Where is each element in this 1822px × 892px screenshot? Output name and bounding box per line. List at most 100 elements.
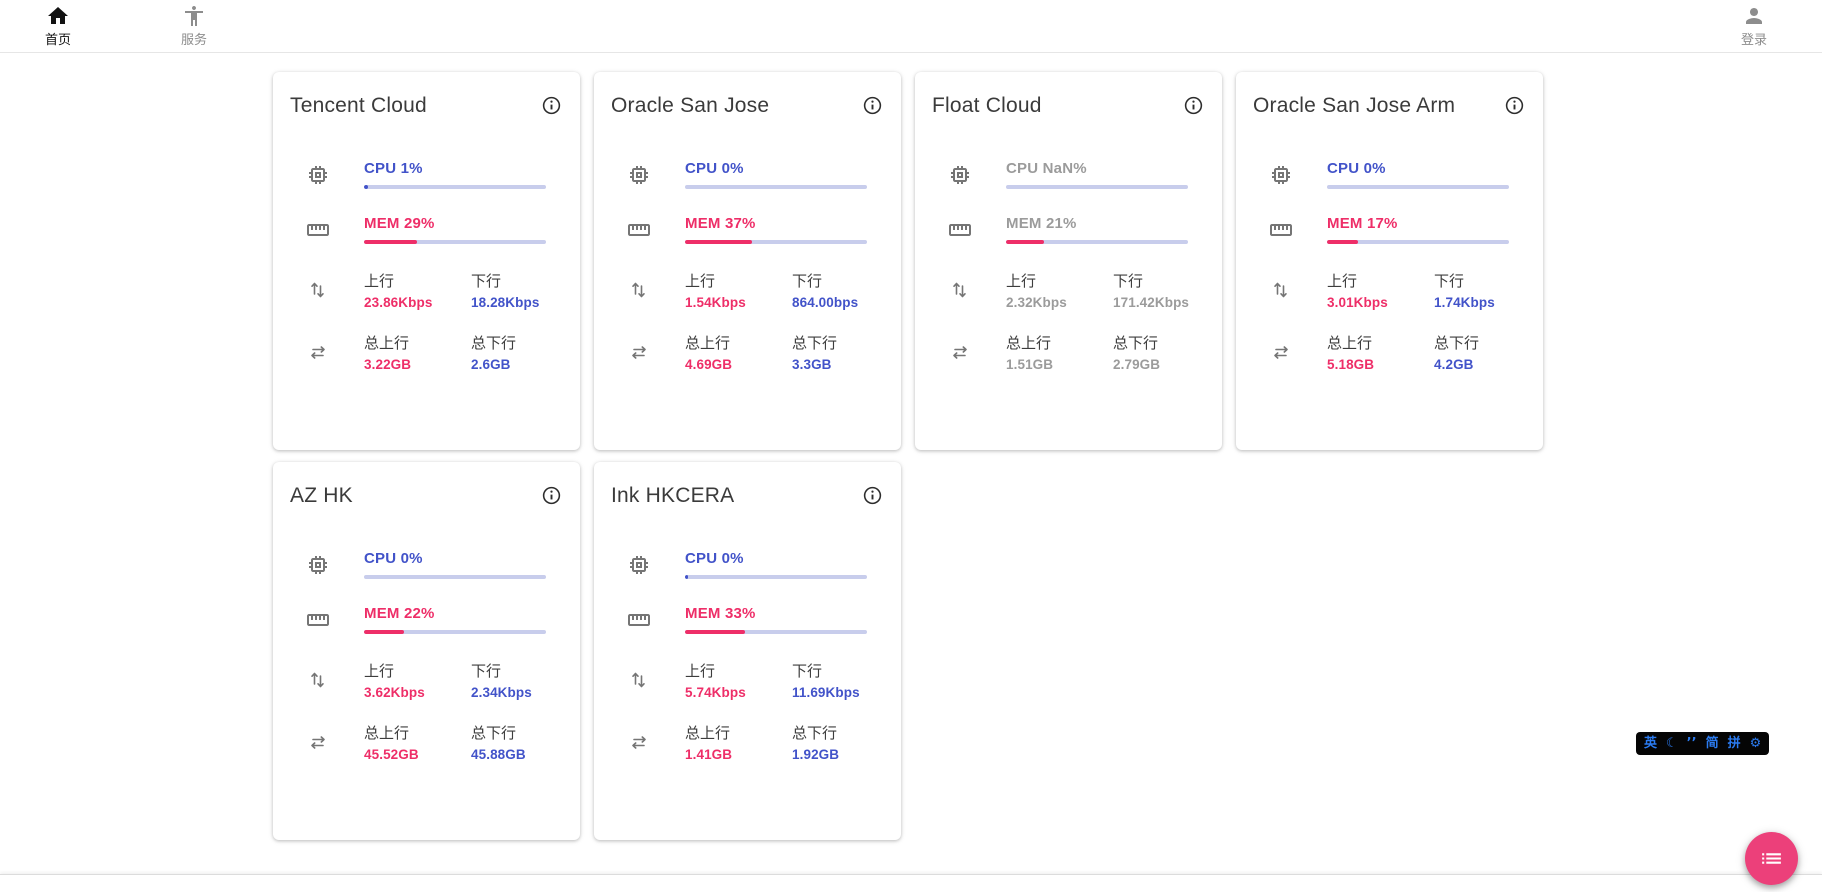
mem-row: MEM 17% — [1236, 215, 1543, 244]
mem-progress-fill — [364, 240, 417, 244]
total-download-value: 2.79GB — [1113, 357, 1161, 372]
nav-item-services[interactable]: 服务 — [162, 4, 226, 48]
total-upload-label: 总上行 — [1327, 335, 1373, 352]
info-icon[interactable] — [541, 485, 562, 506]
server-name: AZ HK — [290, 484, 353, 507]
server-card: Float Cloud CPU NaN% — [915, 72, 1222, 450]
download-speed-value: 171.42Kbps — [1113, 295, 1190, 310]
swap-vertical-arrows-icon — [627, 668, 651, 692]
swap-horizontal-arrows-icon — [306, 340, 330, 364]
download-speed-block: 下行 18.28Kbps — [471, 270, 560, 310]
nav-item-login[interactable]: 登录 — [1722, 4, 1786, 48]
total-upload-value: 1.41GB — [685, 747, 733, 762]
download-label: 下行 — [471, 663, 502, 680]
swap-horizontal-arrows-icon — [627, 730, 651, 754]
upload-speed-value: 3.62Kbps — [364, 685, 425, 700]
upload-speed-block: 上行 2.32Kbps — [1006, 270, 1113, 310]
swap-vertical-arrows-icon — [1269, 278, 1293, 302]
network-speed-row: 上行 23.86Kbps 下行 18.28Kbps — [273, 270, 580, 310]
cpu-progress-fill — [685, 575, 688, 579]
total-upload-block: 总上行 45.52GB — [364, 722, 471, 762]
network-total-row: 总上行 4.69GB 总下行 3.3GB — [594, 332, 901, 372]
network-speed-row: 上行 1.54Kbps 下行 864.00bps — [594, 270, 901, 310]
home-icon — [46, 4, 70, 28]
total-download-label: 总下行 — [792, 725, 838, 742]
mem-progress-bar — [364, 240, 546, 244]
info-icon[interactable] — [862, 485, 883, 506]
server-card-header: AZ HK — [273, 462, 580, 508]
cpu-chip-icon — [627, 163, 651, 187]
download-speed-block: 下行 2.34Kbps — [471, 660, 560, 700]
server-stats: CPU 1% MEM 29% — [273, 160, 580, 372]
upload-speed-block: 上行 5.74Kbps — [685, 660, 792, 700]
upload-speed-value: 23.86Kbps — [364, 295, 433, 310]
person-icon — [1742, 4, 1766, 28]
server-card-header: Oracle San Jose — [594, 72, 901, 118]
total-upload-block: 总上行 3.22GB — [364, 332, 471, 372]
nav-item-home[interactable]: 首页 — [26, 4, 90, 48]
info-icon[interactable] — [1504, 95, 1525, 116]
server-card: Oracle San Jose CPU 0% — [594, 72, 901, 450]
ime-pinyin[interactable]: 拼 — [1727, 736, 1741, 751]
cpu-usage-label: CPU 0% — [685, 550, 744, 567]
server-name: Ink HKCERA — [611, 484, 735, 507]
memory-ruler-icon — [306, 218, 330, 242]
server-card-header: Oracle San Jose Arm — [1236, 72, 1543, 118]
server-name: Oracle San Jose Arm — [1253, 94, 1456, 117]
ime-punctuation-icon[interactable]: ’’ — [1686, 736, 1697, 751]
download-label: 下行 — [1434, 273, 1465, 290]
cpu-row: CPU 1% — [273, 160, 580, 189]
network-total-row: 总上行 1.51GB 总下行 2.79GB — [915, 332, 1222, 372]
mem-progress-fill — [685, 240, 753, 244]
total-download-value: 3.3GB — [792, 357, 832, 372]
upload-label: 上行 — [685, 273, 716, 290]
cpu-chip-icon — [627, 553, 651, 577]
upload-speed-value: 5.74Kbps — [685, 685, 746, 700]
total-upload-block: 总上行 5.18GB — [1327, 332, 1434, 372]
cpu-row: CPU NaN% — [915, 160, 1222, 189]
ime-settings-gear-icon[interactable]: ⚙ — [1749, 736, 1762, 751]
server-stats: CPU 0% MEM 17% — [1236, 160, 1543, 372]
network-total-row: 总上行 5.18GB 总下行 4.2GB — [1236, 332, 1543, 372]
total-download-label: 总下行 — [471, 335, 517, 352]
swap-horizontal-arrows-icon — [627, 340, 651, 364]
total-download-label: 总下行 — [1434, 335, 1480, 352]
server-stats: CPU NaN% MEM 21% — [915, 160, 1222, 372]
info-icon[interactable] — [1183, 95, 1204, 116]
total-upload-value: 5.18GB — [1327, 357, 1375, 372]
mem-progress-fill — [364, 630, 405, 634]
ime-language-english[interactable]: 英 — [1644, 736, 1658, 751]
download-speed-block: 下行 864.00bps — [792, 270, 881, 310]
total-download-value: 45.88GB — [471, 747, 526, 762]
upload-speed-block: 上行 23.86Kbps — [364, 270, 471, 310]
swap-vertical-arrows-icon — [306, 278, 330, 302]
download-speed-value: 2.34Kbps — [471, 685, 532, 700]
total-download-block: 总下行 2.79GB — [1113, 332, 1202, 372]
info-icon[interactable] — [862, 95, 883, 116]
server-card: Tencent Cloud CPU 1% — [273, 72, 580, 450]
mem-progress-bar — [685, 240, 867, 244]
swap-horizontal-arrows-icon — [306, 730, 330, 754]
footer-divider — [0, 874, 1822, 892]
server-list-fab[interactable] — [1745, 832, 1798, 885]
server-stats: CPU 0% MEM 37% — [594, 160, 901, 372]
total-download-label: 总下行 — [792, 335, 838, 352]
cpu-chip-icon — [1269, 163, 1293, 187]
total-download-block: 总下行 4.2GB — [1434, 332, 1523, 372]
cpu-progress-bar — [1006, 185, 1188, 189]
upload-speed-block: 上行 3.01Kbps — [1327, 270, 1434, 310]
download-label: 下行 — [792, 273, 823, 290]
cpu-chip-icon — [306, 163, 330, 187]
server-name: Float Cloud — [932, 94, 1042, 117]
mem-row: MEM 22% — [273, 605, 580, 634]
ime-moon-icon[interactable]: ☾ — [1666, 736, 1678, 751]
info-icon[interactable] — [541, 95, 562, 116]
network-speed-row: 上行 3.01Kbps 下行 1.74Kbps — [1236, 270, 1543, 310]
cpu-row: CPU 0% — [594, 160, 901, 189]
download-label: 下行 — [471, 273, 502, 290]
total-upload-label: 总上行 — [1006, 335, 1052, 352]
upload-label: 上行 — [364, 663, 395, 680]
upload-speed-value: 3.01Kbps — [1327, 295, 1388, 310]
ime-simplified-chinese[interactable]: 简 — [1705, 736, 1719, 751]
nav-services-label: 服务 — [180, 32, 207, 47]
